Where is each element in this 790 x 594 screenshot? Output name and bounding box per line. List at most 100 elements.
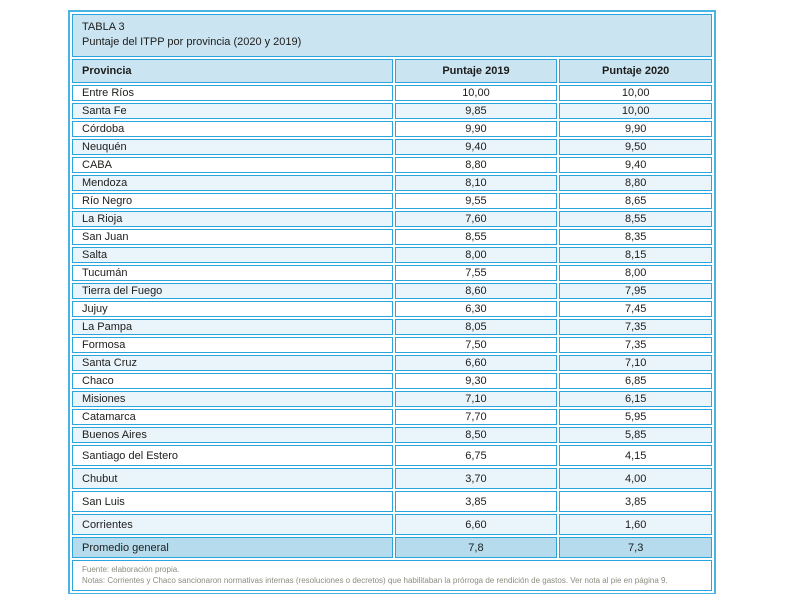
table-title: TABLA 3: [82, 21, 125, 33]
cell-provincia: Misiones: [72, 391, 393, 407]
table-row: Entre Ríos 10,00 10,00: [72, 85, 712, 101]
summary-row: Promedio general 7,8 7,3: [72, 537, 712, 558]
cell-provincia: Santa Cruz: [72, 355, 393, 371]
cell-puntaje-2020: 9,40: [559, 157, 712, 173]
tabla-3-container: TABLA 3 Puntaje del ITPP por provincia (…: [68, 10, 716, 594]
cell-provincia: Formosa: [72, 337, 393, 353]
cell-puntaje-2019: 7,50: [394, 337, 558, 353]
cell-puntaje-2020: 8,15: [559, 247, 712, 263]
table-footnote-block: Fuente: elaboración propia. Notas: Corri…: [72, 560, 712, 591]
cell-provincia: Santa Fe: [72, 103, 393, 119]
table-title-row: TABLA 3 Puntaje del ITPP por provincia (…: [72, 14, 712, 57]
cell-provincia: San Juan: [72, 229, 393, 245]
cell-puntaje-2019: 7,70: [394, 409, 558, 425]
table-row: Jujuy 6,30 7,45: [72, 301, 712, 317]
cell-provincia: Córdoba: [72, 121, 393, 137]
column-header-provincia: Provincia: [72, 59, 393, 83]
cell-puntaje-2020: 7,35: [559, 319, 712, 335]
table-row: San Luis 3,85 3,85: [72, 491, 712, 512]
table-title-block: TABLA 3 Puntaje del ITPP por provincia (…: [72, 14, 712, 57]
cell-provincia: Neuquén: [72, 139, 393, 155]
table-row: Catamarca 7,70 5,95: [72, 409, 712, 425]
table-row: Neuquén 9,40 9,50: [72, 139, 712, 155]
cell-puntaje-2020: 8,65: [559, 193, 712, 209]
cell-puntaje-2020: 7,35: [559, 337, 712, 353]
table-row: Santa Cruz 6,60 7,10: [72, 355, 712, 371]
cell-provincia: CABA: [72, 157, 393, 173]
cell-puntaje-2020: 10,00: [559, 103, 712, 119]
cell-puntaje-2019: 8,10: [394, 175, 558, 191]
table-row: Buenos Aires 8,50 5,85: [72, 427, 712, 443]
cell-puntaje-2020: 8,55: [559, 211, 712, 227]
cell-puntaje-2019: 6,30: [394, 301, 558, 317]
cell-puntaje-2019: 3,85: [394, 491, 558, 512]
table-row: Corrientes 6,60 1,60: [72, 514, 712, 535]
table-row: Tucumán 7,55 8,00: [72, 265, 712, 281]
cell-provincia: Chaco: [72, 373, 393, 389]
cell-puntaje-2019: 8,60: [394, 283, 558, 299]
footnote-notas: Notas: Corrientes y Chaco sancionaron no…: [82, 576, 668, 585]
cell-puntaje-2019: 9,30: [394, 373, 558, 389]
cell-provincia: La Pampa: [72, 319, 393, 335]
cell-puntaje-2020: 7,95: [559, 283, 712, 299]
cell-puntaje-2020: 8,00: [559, 265, 712, 281]
cell-provincia: Tierra del Fuego: [72, 283, 393, 299]
cell-puntaje-2019: 7,55: [394, 265, 558, 281]
cell-provincia: Entre Ríos: [72, 85, 393, 101]
table-subtitle: Puntaje del ITPP por provincia (2020 y 2…: [82, 36, 302, 48]
cell-puntaje-2020: 10,00: [559, 85, 712, 101]
cell-provincia: Santiago del Estero: [72, 445, 393, 466]
table-row: CABA 8,80 9,40: [72, 157, 712, 173]
table-row: Mendoza 8,10 8,80: [72, 175, 712, 191]
cell-puntaje-2019: 8,05: [394, 319, 558, 335]
cell-provincia: San Luis: [72, 491, 393, 512]
cell-puntaje-2019: 9,55: [394, 193, 558, 209]
cell-puntaje-2020: 5,85: [559, 427, 712, 443]
cell-provincia: Corrientes: [72, 514, 393, 535]
cell-puntaje-2019: 8,50: [394, 427, 558, 443]
cell-provincia: Mendoza: [72, 175, 393, 191]
table-row: La Rioja 7,60 8,55: [72, 211, 712, 227]
cell-puntaje-2020: 7,10: [559, 355, 712, 371]
cell-puntaje-2019: 8,00: [394, 247, 558, 263]
cell-puntaje-2019: 9,40: [394, 139, 558, 155]
cell-provincia: Salta: [72, 247, 393, 263]
table-row: San Juan 8,55 8,35: [72, 229, 712, 245]
itpp-score-table: TABLA 3 Puntaje del ITPP por provincia (…: [68, 10, 716, 594]
cell-provincia: Buenos Aires: [72, 427, 393, 443]
table-row: Santa Fe 9,85 10,00: [72, 103, 712, 119]
cell-puntaje-2019: 6,75: [394, 445, 558, 466]
cell-puntaje-2019: 7,60: [394, 211, 558, 227]
cell-puntaje-2020: 5,95: [559, 409, 712, 425]
cell-puntaje-2020: 8,35: [559, 229, 712, 245]
cell-puntaje-2019: 8,55: [394, 229, 558, 245]
cell-provincia: Tucumán: [72, 265, 393, 281]
column-header-row: Provincia Puntaje 2019 Puntaje 2020: [72, 59, 712, 83]
cell-puntaje-2020: 9,50: [559, 139, 712, 155]
cell-puntaje-2020: 3,85: [559, 491, 712, 512]
cell-puntaje-2020: 6,15: [559, 391, 712, 407]
cell-puntaje-2020: 4,15: [559, 445, 712, 466]
table-row: Chaco 9,30 6,85: [72, 373, 712, 389]
cell-provincia: Catamarca: [72, 409, 393, 425]
cell-puntaje-2020: 8,80: [559, 175, 712, 191]
summary-puntaje-2019: 7,8: [394, 537, 558, 558]
cell-puntaje-2019: 8,80: [394, 157, 558, 173]
cell-provincia: La Rioja: [72, 211, 393, 227]
cell-puntaje-2020: 7,45: [559, 301, 712, 317]
table-row: Tierra del Fuego 8,60 7,95: [72, 283, 712, 299]
cell-provincia: Río Negro: [72, 193, 393, 209]
table-row: Misiones 7,10 6,15: [72, 391, 712, 407]
table-row: Chubut 3,70 4,00: [72, 468, 712, 489]
cell-puntaje-2019: 9,90: [394, 121, 558, 137]
table-row: Formosa 7,50 7,35: [72, 337, 712, 353]
table-row: Río Negro 9,55 8,65: [72, 193, 712, 209]
cell-puntaje-2019: 10,00: [394, 85, 558, 101]
cell-puntaje-2019: 6,60: [394, 514, 558, 535]
cell-puntaje-2020: 1,60: [559, 514, 712, 535]
cell-puntaje-2019: 7,10: [394, 391, 558, 407]
summary-label: Promedio general: [72, 537, 393, 558]
footnote-row: Fuente: elaboración propia. Notas: Corri…: [72, 560, 712, 591]
cell-provincia: Chubut: [72, 468, 393, 489]
